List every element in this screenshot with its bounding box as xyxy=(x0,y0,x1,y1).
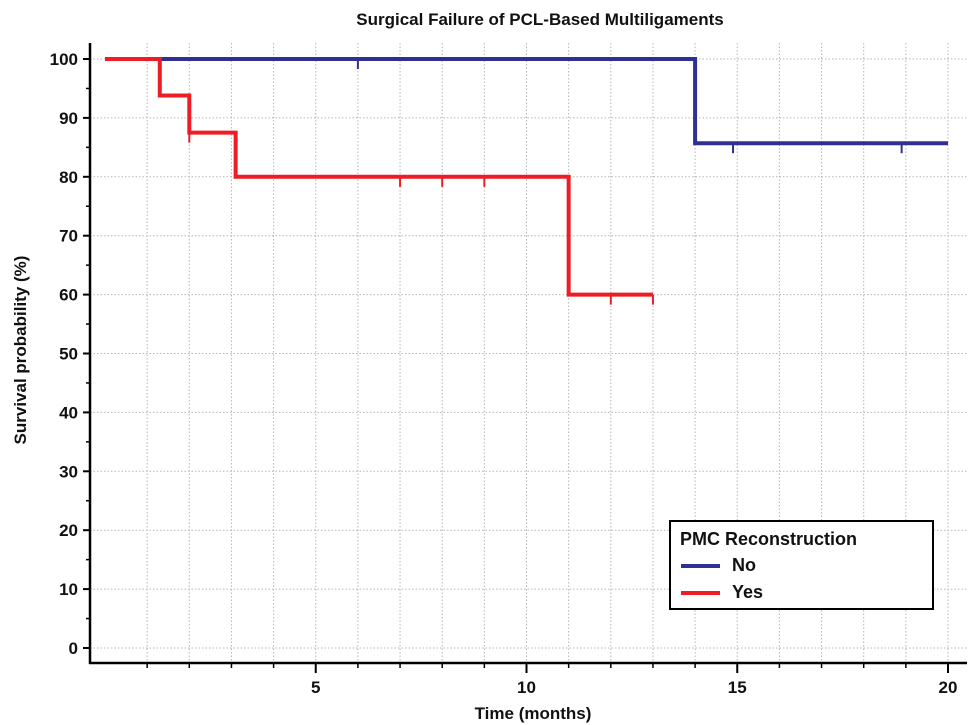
x-axis-label: Time (months) xyxy=(475,704,592,723)
y-tick-label: 40 xyxy=(59,403,78,422)
y-tick-label: 30 xyxy=(59,462,78,481)
axes: 0 10 20 30 40 50 60 70 80 90 100 5 10 15 20 xyxy=(50,43,967,697)
y-tick-label: 100 xyxy=(50,50,78,69)
x-tick-label: 15 xyxy=(728,678,747,697)
x-tick-label: 20 xyxy=(939,678,958,697)
legend-label-no: No xyxy=(732,555,756,575)
y-axis-label: Survival probability (%) xyxy=(11,256,30,445)
chart-title: Surgical Failure of PCL-Based Multiligam… xyxy=(356,10,723,29)
x-tick-label: 10 xyxy=(517,678,536,697)
y-tick-label: 10 xyxy=(59,580,78,599)
y-tick-label: 90 xyxy=(59,109,78,128)
y-tick-label: 80 xyxy=(59,168,78,187)
legend-label-yes: Yes xyxy=(732,582,763,602)
y-tick-label: 60 xyxy=(59,286,78,305)
y-tick-label: 50 xyxy=(59,345,78,364)
y-tick-label: 20 xyxy=(59,521,78,540)
x-tick-label: 5 xyxy=(311,678,320,697)
legend: PMC Reconstruction No Yes xyxy=(669,520,934,610)
y-tick-label: 0 xyxy=(69,639,78,658)
y-tick-label: 70 xyxy=(59,227,78,246)
series-group xyxy=(105,57,948,305)
series-line-yes xyxy=(105,57,653,297)
legend-title: PMC Reconstruction xyxy=(680,529,857,549)
series-line-no xyxy=(105,57,948,146)
